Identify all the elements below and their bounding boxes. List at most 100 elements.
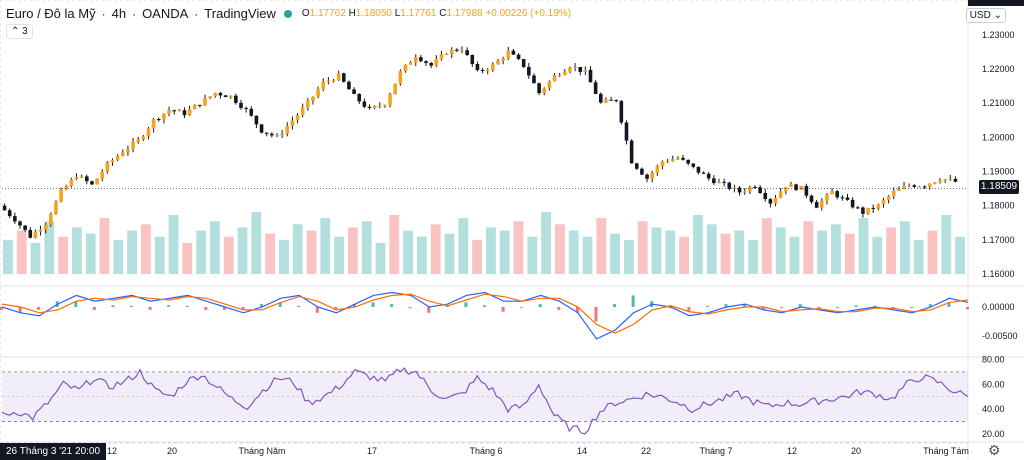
currency-label: USD: [969, 10, 991, 21]
volume-bar: [182, 242, 193, 274]
macd-histogram-bar: [835, 307, 839, 309]
price-axis-tick: 1.16000: [982, 269, 1015, 279]
candle-body: [126, 148, 130, 153]
candle-body: [223, 95, 228, 98]
indicators-collapse-button[interactable]: ⌃ 3: [6, 24, 33, 39]
volume-bar: [168, 215, 179, 274]
volume-bar: [693, 215, 703, 274]
volume-bar: [872, 236, 883, 274]
candle-body: [13, 216, 17, 222]
volume-bar: [306, 230, 317, 274]
volume-bar: [555, 224, 565, 274]
market-status-icon[interactable]: [283, 9, 292, 18]
candle-body: [933, 182, 937, 184]
interval[interactable]: 4h: [111, 6, 127, 21]
volume-bar: [417, 236, 427, 274]
macd-histogram-bar: [37, 307, 41, 310]
volume-bar: [624, 239, 634, 274]
chevron-up-icon: ⌃: [11, 26, 20, 37]
gear-icon[interactable]: ⚙: [988, 442, 1001, 458]
candle-body: [156, 119, 161, 121]
ohlc-values: O1.17762 H1.18050 L1.17761 C1.17988 +0.0…: [302, 8, 571, 19]
candle-body: [598, 93, 603, 103]
candle-body: [146, 128, 151, 137]
candle-body: [794, 184, 798, 190]
macd-histogram-bar: [668, 307, 672, 309]
candle-body: [357, 93, 362, 102]
macd-histogram-bar: [74, 301, 78, 307]
candle-body: [141, 136, 146, 140]
time-axis-tick: 14: [577, 446, 587, 456]
candle-body: [285, 125, 290, 134]
macd-histogram-bar: [854, 305, 858, 307]
volume-bar: [389, 215, 400, 274]
rsi-axis-tick: 20.00: [982, 429, 1005, 439]
candle-body: [496, 60, 500, 65]
candle-body: [696, 166, 701, 173]
macd-histogram-bar: [705, 305, 709, 307]
volume-bar: [858, 218, 869, 274]
candle-body: [110, 160, 115, 163]
macd-histogram-bar: [817, 307, 821, 309]
high-label: H: [348, 8, 356, 19]
candle-body: [511, 50, 516, 55]
candle-body: [2, 205, 7, 211]
candle-body: [234, 95, 238, 103]
volume-bar: [444, 233, 455, 274]
candle-body: [742, 191, 747, 193]
volume-bar: [265, 233, 275, 274]
price-axis-tick: 1.21000: [982, 98, 1015, 108]
candle-body: [876, 204, 881, 209]
candle-body: [275, 135, 279, 137]
volume-bar: [582, 236, 593, 274]
candle-body: [578, 66, 583, 72]
rsi-axis-tick: 80.00: [982, 354, 1005, 364]
candle-body: [629, 140, 634, 164]
time-axis-tick: Tháng 6: [469, 446, 502, 456]
symbol-name[interactable]: Euro / Đô la Mỹ: [6, 6, 96, 21]
candle-body: [424, 61, 428, 63]
volume-bar: [292, 224, 303, 274]
candle-body: [609, 99, 613, 101]
candle-body: [619, 101, 624, 123]
last-price-label: 1.18509: [979, 180, 1019, 194]
candle-body: [347, 81, 351, 90]
volume-bar: [789, 236, 800, 274]
candle-body: [501, 58, 505, 61]
candle-body: [588, 69, 593, 83]
candle-body: [398, 71, 403, 84]
candle-body: [722, 181, 726, 183]
volume-bar: [679, 236, 689, 274]
candle-body: [131, 141, 135, 149]
exchange: OANDA: [142, 6, 189, 21]
candle-body: [43, 224, 48, 230]
volume-bar: [541, 211, 551, 274]
candle-body: [825, 194, 829, 201]
volume-bar: [955, 236, 965, 274]
macd-histogram-bar: [408, 307, 412, 309]
macd-histogram-bar: [594, 307, 598, 322]
macd-histogram-bar: [0, 307, 3, 310]
candle-body: [871, 207, 875, 209]
candle-body: [475, 64, 480, 71]
chevron-down-icon: ⌄: [993, 10, 1002, 21]
crosshair-date-label: 26 Tháng 3 '21 20:00: [0, 443, 107, 460]
volume-bar: [486, 227, 496, 274]
volume-bar: [513, 221, 524, 274]
candle-body: [49, 214, 53, 225]
candle-body: [167, 110, 171, 114]
macd-histogram-bar: [798, 304, 802, 307]
time-axis-tick: Tháng Tám: [923, 446, 969, 456]
candle-body: [568, 67, 572, 72]
candle-body: [429, 62, 433, 66]
candle-body: [326, 80, 331, 82]
candle-body: [28, 229, 33, 238]
candle-body: [532, 75, 536, 84]
price-axis-tick: 1.18000: [982, 201, 1015, 211]
candle-body: [665, 161, 670, 163]
volume-bar: [375, 242, 386, 274]
price-axis-tick: 1.20000: [982, 132, 1015, 142]
currency-selector[interactable]: USD ⌄: [965, 8, 1006, 23]
candle-body: [712, 178, 716, 184]
